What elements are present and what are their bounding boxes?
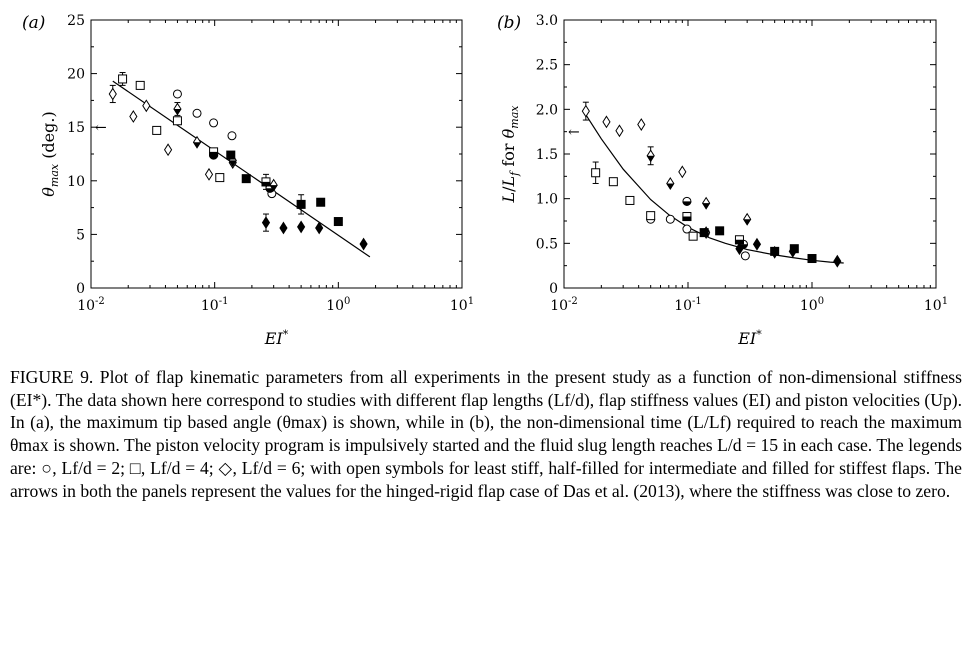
data-point-square-half-fill <box>682 216 692 222</box>
data-point-diamond-filled <box>752 237 762 251</box>
fit-line <box>585 114 844 264</box>
data-point-diamond-open <box>204 167 214 181</box>
data-point-diamond-half-fill <box>228 160 237 167</box>
data-point-diamond-filled <box>770 245 779 259</box>
data-point-diamond-half-fill <box>173 108 182 116</box>
data-point-diamond-half-fill <box>646 155 655 163</box>
x-tick-label: 10-1 <box>674 296 702 314</box>
data-point-square-open <box>215 173 225 183</box>
y-tick-label: 25 <box>67 13 85 29</box>
data-point-square-open <box>591 168 601 178</box>
data-point-diamond-filled <box>261 216 271 230</box>
x-tick-label: 101 <box>450 296 474 314</box>
data-point-square-filled <box>715 226 725 236</box>
data-point-circle-open <box>665 214 675 224</box>
data-point-diamond-open <box>615 124 624 138</box>
data-point-circle-open <box>227 131 237 141</box>
y-tick-label: 2.5 <box>536 58 558 74</box>
data-point-square-filled <box>699 228 709 238</box>
y-tick-label: 0 <box>549 281 558 297</box>
y-tick-label: 0 <box>76 281 85 297</box>
data-point-circle-open <box>682 224 692 234</box>
panel-label: (b) <box>497 13 521 33</box>
hinged-rigid-arrow: ← <box>95 120 107 136</box>
data-point-square-filled <box>333 217 343 227</box>
hinged-rigid-arrow: ← <box>568 125 580 141</box>
data-point-diamond-open <box>581 104 590 118</box>
y-axis-label: L/Lf for θmax <box>499 105 521 204</box>
data-point-diamond-open <box>637 118 646 131</box>
data-point-diamond-filled <box>279 221 288 235</box>
data-point-square-half-fill <box>209 151 219 157</box>
data-point-square-open <box>135 80 145 90</box>
data-point-circle-open <box>192 108 202 118</box>
data-point-square-open <box>172 116 182 126</box>
data-point-square-filled <box>296 199 306 209</box>
figure-caption: FIGURE 9. Plot of flap kinematic paramet… <box>10 366 962 502</box>
data-point-diamond-open <box>678 165 687 179</box>
chart-panel-a: 10-2 10-1 100 101 0 5 10 15 20 25 (a) EI* θmax (deg.… <box>22 13 474 348</box>
data-point-diamond-half-fill <box>666 183 675 190</box>
data-point-diamond-filled <box>788 244 797 258</box>
x-tick-label: 100 <box>326 296 350 314</box>
y-tick-label: 20 <box>67 67 85 83</box>
data-point-square-open <box>118 74 128 84</box>
data-point-diamond-half-fill <box>702 203 711 210</box>
x-tick-label: 100 <box>800 296 824 314</box>
data-point-circle-open <box>172 89 182 99</box>
y-tick-label: 10 <box>67 174 85 190</box>
data-point-circle-half-fill <box>682 201 692 206</box>
data-point-diamond-half-fill <box>192 142 202 149</box>
data-point-diamond-filled <box>735 242 744 256</box>
data-point-diamond-open <box>163 143 173 157</box>
x-tick-label: 101 <box>924 296 948 314</box>
data-point-square-open <box>688 231 698 241</box>
data-point-diamond-half-fill <box>743 219 752 226</box>
y-tick-label: 5 <box>76 227 85 243</box>
data-point-square-filled <box>241 174 251 184</box>
data-point-square-open <box>152 125 162 135</box>
y-axis-label: θmax (deg.) <box>39 111 61 196</box>
fit-line <box>112 80 371 258</box>
y-tick-label: 2.0 <box>536 102 558 118</box>
data-point-square-open <box>646 211 656 221</box>
data-point-diamond-filled <box>833 254 842 268</box>
data-point-diamond-filled <box>315 221 324 235</box>
y-tick-label: 0.5 <box>536 236 558 252</box>
data-point-diamond-open <box>129 110 138 123</box>
data-point-square-filled <box>316 197 326 207</box>
y-tick-label: 1.0 <box>536 192 558 208</box>
y-tick-label: 3.0 <box>536 13 558 29</box>
data-point-circle-open <box>209 118 219 128</box>
data-point-square-filled <box>226 150 236 160</box>
data-point-diamond-filled <box>297 220 306 234</box>
data-point-square-open <box>608 177 618 187</box>
panel-label: (a) <box>22 13 45 33</box>
x-tick-label: 10-2 <box>77 296 105 314</box>
data-point-diamond-open <box>142 99 151 113</box>
y-tick-label: 1.5 <box>536 147 558 163</box>
data-point-diamond-half-fill <box>269 185 278 192</box>
plot-frame <box>90 19 463 289</box>
x-tick-label: 10-2 <box>550 296 578 314</box>
figure-9: 10-2 10-1 100 101 0 5 10 15 20 25 (a) EI* θmax (deg.… <box>22 13 948 348</box>
data-point-circle-open <box>740 251 750 261</box>
data-point-diamond-filled <box>359 237 368 251</box>
data-point-square-half-fill <box>261 181 271 187</box>
data-point-diamond-open <box>108 87 117 101</box>
y-tick-label: 15 <box>67 120 85 136</box>
x-axis-label: EI* <box>737 328 762 348</box>
data-point-square-open <box>625 195 635 205</box>
chart-panel-b: 10-2 10-1 100 101 0 0.5 1.0 1.5 2.0 2.5 3.0 (b) EI* L… <box>497 13 948 348</box>
plot-frame <box>563 19 937 289</box>
caption-text: FIGURE 9. Plot of flap kinematic paramet… <box>10 367 962 501</box>
x-tick-label: 10-1 <box>201 296 229 314</box>
data-point-square-filled <box>807 254 817 264</box>
data-point-diamond-open <box>602 115 611 129</box>
x-axis-label: EI* <box>264 328 289 348</box>
